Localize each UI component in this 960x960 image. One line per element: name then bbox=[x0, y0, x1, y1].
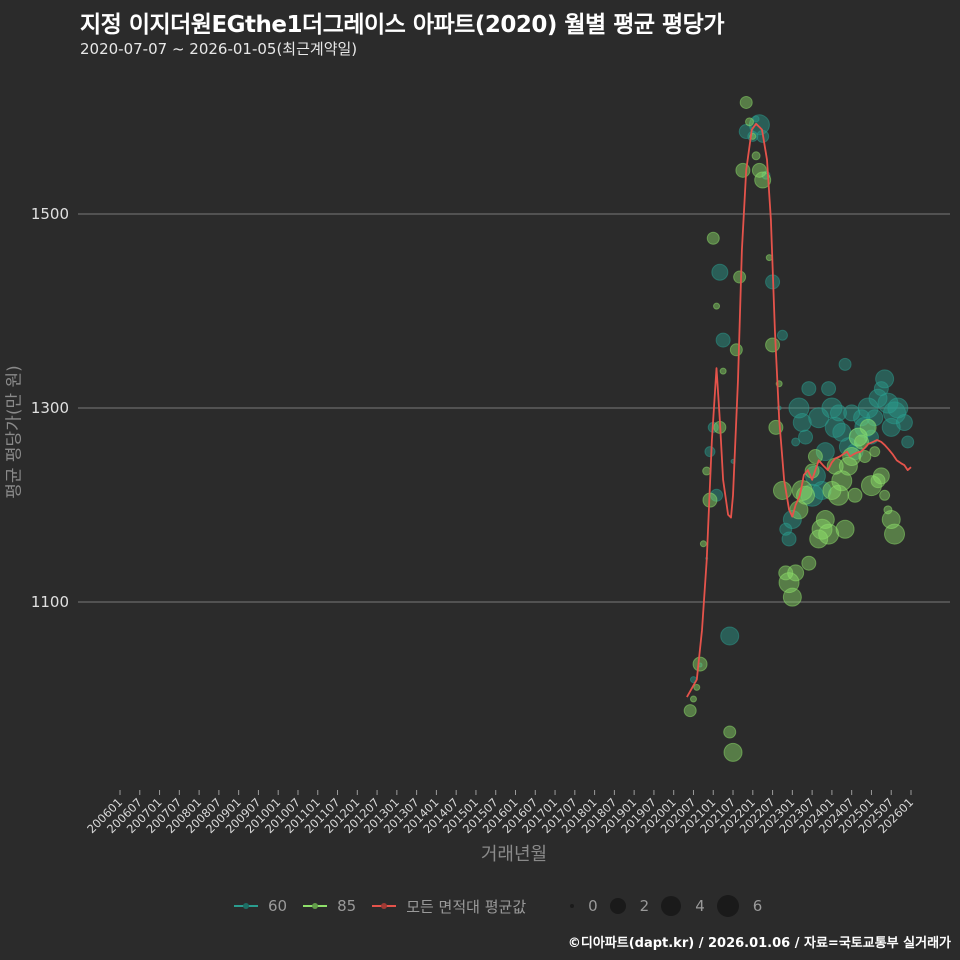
series-60-bubbles bbox=[689, 114, 915, 684]
legend-size-label: 4 bbox=[695, 897, 705, 915]
svg-text:1100: 1100 bbox=[31, 593, 69, 611]
average-line bbox=[686, 122, 912, 698]
chart-title: 지정 이지더원EGthe1더그레이스 아파트(2020) 월별 평균 평당가 bbox=[80, 12, 725, 38]
legend-size-0: 0 bbox=[570, 897, 598, 915]
svg-text:1500: 1500 bbox=[31, 205, 69, 223]
legend-size-label: 6 bbox=[752, 897, 763, 915]
legend: 60 85 모든 면적대 평균값 0 2 4 6 bbox=[232, 895, 774, 917]
svg-text:1300: 1300 bbox=[31, 399, 69, 417]
x-axis-title: 거래년월 bbox=[480, 844, 548, 865]
legend-key-60-icon bbox=[232, 896, 260, 916]
chart-subtitle: 2020-07-07 ~ 2026-01-05(최근계약일) bbox=[80, 40, 358, 58]
y-axis-title: 평균 평당가(만 원) bbox=[4, 365, 25, 499]
legend-label: 60 bbox=[268, 897, 288, 915]
size-dot-icon bbox=[716, 895, 739, 917]
size-dot-icon bbox=[661, 896, 682, 916]
legend-size-label: 0 bbox=[588, 897, 598, 915]
legend-size-2: 2 bbox=[609, 897, 650, 915]
legend-item-60: 60 bbox=[232, 896, 287, 916]
legend-label: 모든 면적대 평균값 bbox=[406, 897, 527, 916]
legend-size-4: 4 bbox=[661, 896, 705, 916]
legend-item-85: 85 bbox=[301, 896, 356, 916]
legend-size-label: 2 bbox=[639, 897, 650, 915]
x-axis-ticks: 2006012006072007012007072008012008072009… bbox=[84, 790, 916, 836]
series-85-bubbles bbox=[683, 95, 906, 762]
size-dot-icon bbox=[609, 898, 626, 914]
legend-key-85-icon bbox=[301, 896, 329, 916]
gridlines bbox=[78, 213, 950, 603]
legend-size-6: 6 bbox=[716, 895, 763, 917]
source-credit: ©디아파트(dapt.kr) / 2026.01.06 / 자료=국토교통부 실… bbox=[567, 936, 951, 951]
y-axis-ticks: 1100 1300 1500 bbox=[31, 205, 69, 611]
legend-key-average-icon bbox=[370, 896, 398, 916]
legend-item-average: 모든 면적대 평균값 bbox=[370, 896, 526, 917]
legend-label: 85 bbox=[337, 897, 357, 915]
size-dot-icon bbox=[570, 904, 575, 908]
